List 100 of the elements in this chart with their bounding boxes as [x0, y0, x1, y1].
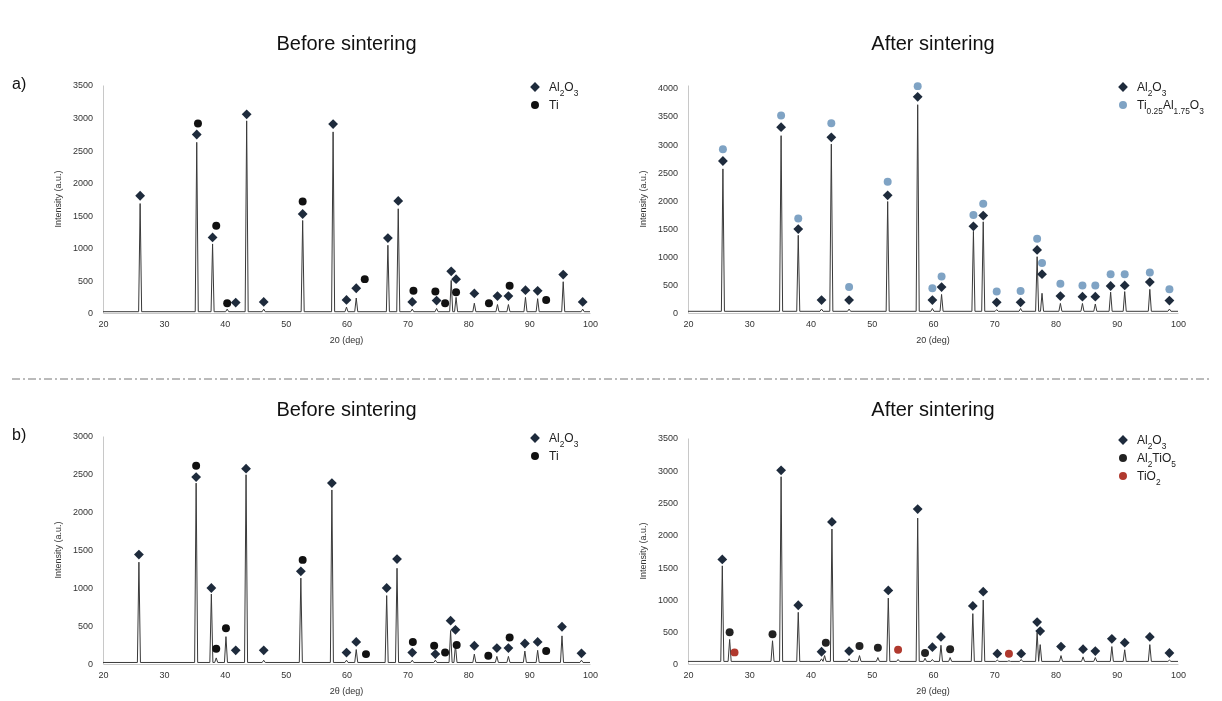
point — [207, 232, 218, 243]
point — [1056, 641, 1066, 652]
y-axis-title: Intensity (a.u.) — [53, 521, 63, 579]
point — [505, 633, 514, 642]
x-tick-label: 60 — [341, 319, 353, 330]
x-tick-label: 70 — [989, 319, 1000, 330]
point — [978, 210, 989, 221]
point — [441, 299, 450, 308]
point — [503, 643, 514, 653]
point — [1038, 258, 1047, 267]
point — [793, 600, 804, 611]
y-tick-label: 2000 — [657, 530, 678, 541]
x-tick-label: 90 — [1112, 670, 1123, 681]
point — [431, 287, 440, 296]
point — [451, 274, 461, 285]
point — [777, 111, 786, 120]
point — [446, 266, 457, 277]
x-tick-label: 60 — [928, 319, 939, 330]
x-tick-label: 50 — [867, 319, 878, 330]
x-tick-label: 100 — [582, 670, 599, 681]
point — [937, 272, 946, 281]
point — [381, 583, 392, 593]
point — [1004, 649, 1013, 658]
legend-label: Al$_{2}$O$_{3}$ — [549, 431, 579, 449]
point — [936, 631, 946, 642]
y-axis-title: Intensity (a.u.) — [53, 170, 63, 228]
point — [1105, 281, 1116, 291]
point — [519, 638, 530, 649]
point — [1077, 291, 1088, 302]
point — [452, 288, 461, 297]
x-tick-label: 80 — [463, 670, 474, 681]
point — [221, 624, 230, 633]
point — [816, 646, 827, 657]
legend-label: Al$_{2}$O$_{3}$ — [549, 80, 579, 98]
point — [193, 119, 202, 128]
point — [407, 647, 418, 658]
x-tick-label: 30 — [744, 319, 755, 330]
point — [326, 478, 337, 489]
y-tick-label: 0 — [87, 308, 93, 319]
point — [794, 214, 803, 223]
legend-label: Ti — [549, 98, 559, 112]
point — [383, 233, 393, 243]
point — [927, 642, 938, 653]
point — [212, 221, 221, 230]
point — [913, 82, 922, 91]
point — [946, 645, 955, 654]
point — [821, 638, 830, 647]
x-axis-title: 20 (deg) — [916, 335, 950, 345]
point — [927, 295, 938, 305]
point — [532, 285, 543, 296]
point — [258, 297, 269, 307]
point — [191, 472, 202, 482]
point — [430, 641, 439, 650]
y-tick-label: 500 — [662, 627, 678, 638]
text: b) — [12, 426, 27, 443]
x-axis-title: 2θ (deg) — [916, 686, 950, 696]
point — [816, 295, 827, 305]
point — [484, 299, 493, 308]
point — [1032, 617, 1043, 627]
point — [492, 291, 503, 301]
x-tick-label: 20 — [98, 670, 109, 681]
x-tick-label: 90 — [1112, 319, 1123, 330]
y-tick-label: 1500 — [657, 562, 678, 573]
point — [450, 624, 461, 635]
point — [1055, 291, 1066, 302]
point — [1145, 268, 1154, 277]
point — [883, 585, 894, 596]
y-tick-label: 1500 — [72, 210, 93, 221]
y-tick-label: 0 — [672, 308, 678, 319]
x-tick-label: 90 — [524, 670, 535, 681]
y-tick-label: 3500 — [657, 111, 678, 122]
legend-label: Ti — [549, 449, 559, 463]
point — [1016, 648, 1027, 659]
y-tick-label: 1500 — [72, 545, 93, 556]
x-tick-label: 30 — [744, 670, 755, 681]
x-tick-label: 50 — [867, 670, 878, 681]
chart-title: After sintering — [871, 398, 995, 420]
chart-title: Before sintering — [276, 398, 417, 420]
point — [873, 643, 882, 652]
point — [295, 566, 306, 577]
x-tick-label: 50 — [281, 319, 292, 330]
point — [409, 286, 418, 295]
point — [979, 199, 988, 208]
point — [297, 209, 308, 219]
point — [557, 621, 567, 632]
y-tick-label: 500 — [77, 275, 93, 286]
point — [967, 600, 978, 611]
y-tick-label: 2000 — [657, 195, 678, 206]
point — [978, 586, 989, 597]
point — [408, 637, 417, 646]
point — [883, 177, 892, 186]
point — [718, 145, 727, 154]
y-tick-label: 2500 — [657, 167, 678, 178]
point — [431, 295, 442, 306]
point — [542, 295, 551, 304]
y-tick-label: 2500 — [72, 469, 93, 480]
point — [1164, 648, 1175, 658]
point — [223, 299, 232, 308]
point — [576, 648, 587, 659]
point — [1119, 637, 1130, 648]
